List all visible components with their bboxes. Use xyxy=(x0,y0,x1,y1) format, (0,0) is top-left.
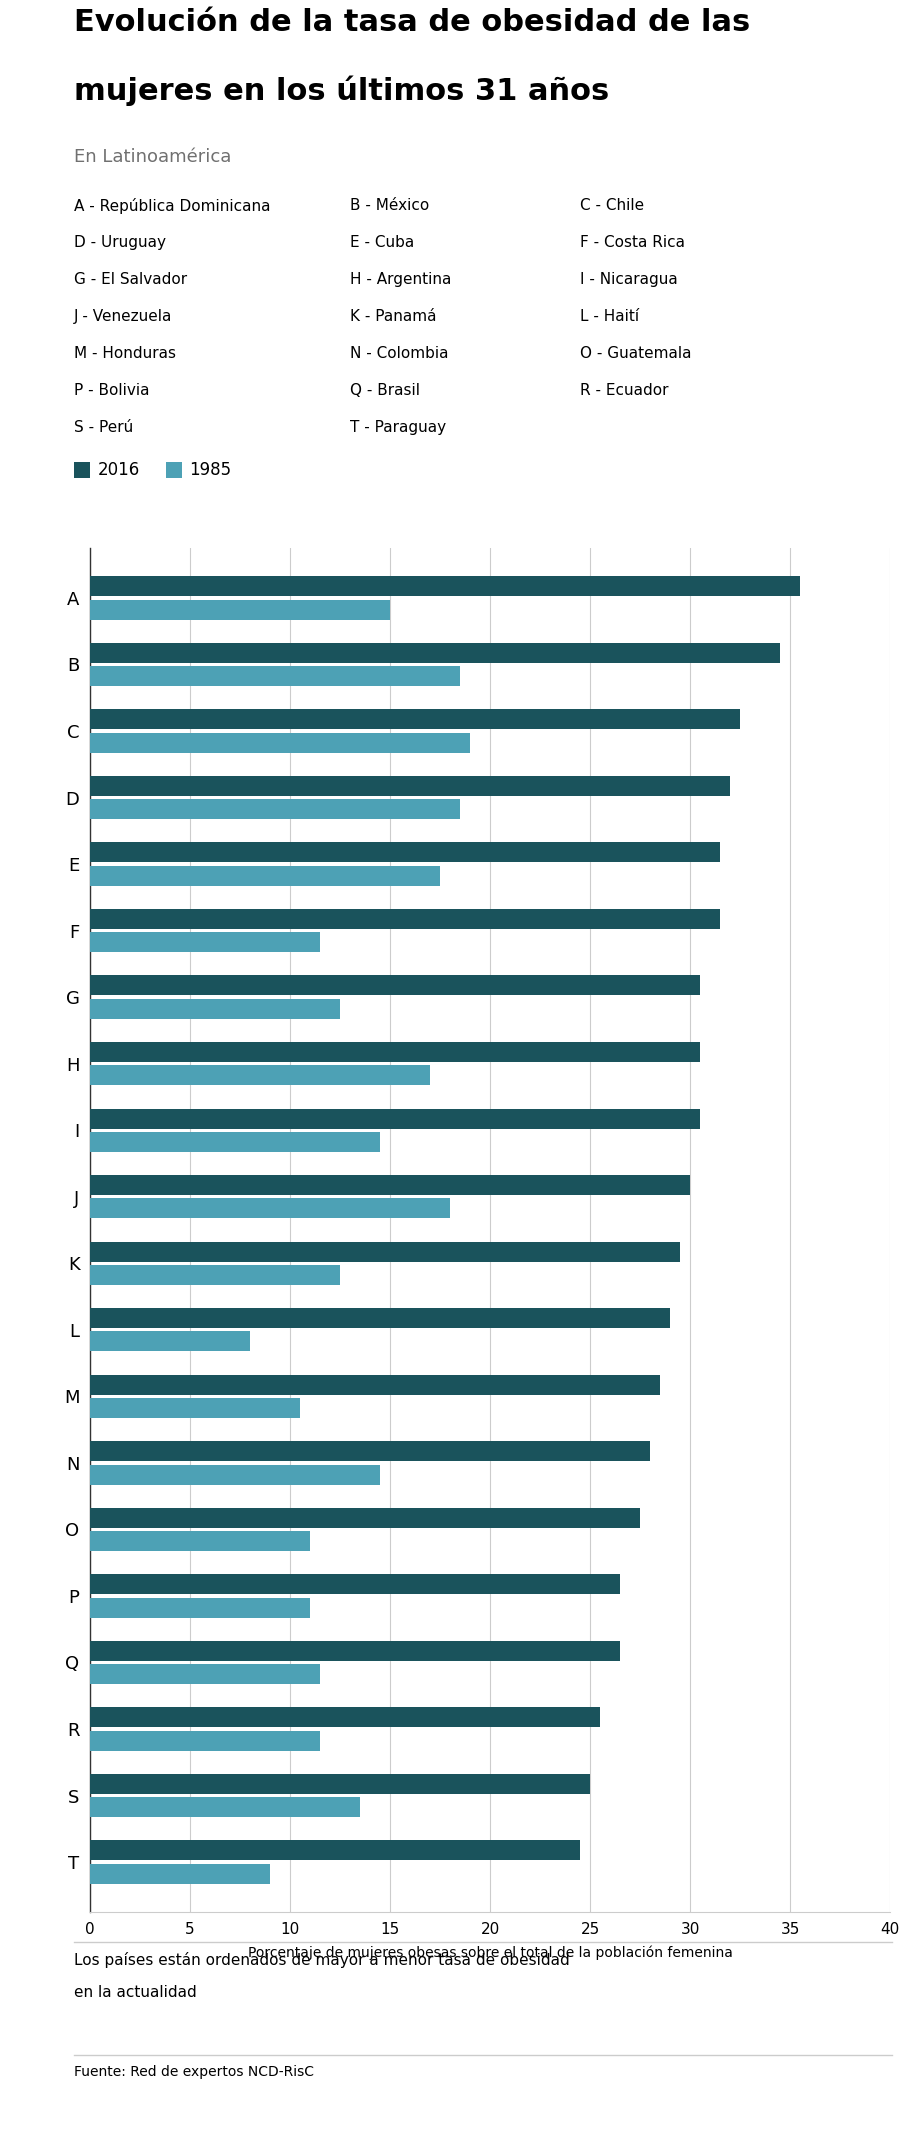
Bar xyxy=(90,1242,679,1262)
Bar xyxy=(90,932,320,953)
Bar xyxy=(90,1375,659,1394)
Text: En Latinoamérica: En Latinoamérica xyxy=(74,148,231,165)
Bar xyxy=(90,1131,380,1152)
Bar xyxy=(90,1532,310,1551)
Bar xyxy=(90,1110,699,1129)
Text: B - México: B - México xyxy=(349,197,428,212)
Text: K - Panamá: K - Panamá xyxy=(349,308,436,323)
Bar xyxy=(90,1065,429,1086)
Text: Evolución de la tasa de obesidad de las: Evolución de la tasa de obesidad de las xyxy=(74,9,749,36)
Text: G - El Salvador: G - El Salvador xyxy=(74,272,187,287)
Bar xyxy=(90,908,720,930)
Bar xyxy=(90,709,739,728)
Text: Los países están ordenados de mayor a menor tasa de obesidad: Los países están ordenados de mayor a me… xyxy=(74,1951,569,1968)
Text: 1985: 1985 xyxy=(189,461,232,480)
Text: en la actualidad: en la actualidad xyxy=(74,1986,196,2001)
Text: H - Argentina: H - Argentina xyxy=(349,272,450,287)
Bar xyxy=(90,1309,669,1328)
Text: Fuente: Red de expertos NCD-RisC: Fuente: Red de expertos NCD-RisC xyxy=(74,2065,313,2080)
Bar xyxy=(90,1731,320,1750)
Bar xyxy=(90,998,340,1020)
Bar xyxy=(90,600,390,619)
Bar xyxy=(90,1641,619,1660)
Bar xyxy=(90,1266,340,1285)
Bar xyxy=(90,1664,320,1684)
Bar xyxy=(90,1197,449,1219)
Bar xyxy=(90,1864,269,1883)
Text: C - Chile: C - Chile xyxy=(579,197,643,212)
Bar xyxy=(90,1508,640,1527)
Text: Q - Brasil: Q - Brasil xyxy=(349,383,419,398)
Bar xyxy=(90,1598,310,1617)
Bar xyxy=(90,865,439,885)
Text: F - Costa Rica: F - Costa Rica xyxy=(579,236,684,251)
Text: D - Uruguay: D - Uruguay xyxy=(74,236,165,251)
Bar xyxy=(90,975,699,996)
Bar xyxy=(90,775,729,797)
Bar xyxy=(90,1797,359,1816)
Bar xyxy=(90,1176,689,1195)
Bar xyxy=(90,1465,380,1484)
Text: A - República Dominicana: A - República Dominicana xyxy=(74,197,270,214)
Bar xyxy=(90,1774,589,1793)
Bar xyxy=(90,643,779,662)
Bar xyxy=(74,463,90,478)
Text: E - Cuba: E - Cuba xyxy=(349,236,414,251)
Text: mujeres en los últimos 31 años: mujeres en los últimos 31 años xyxy=(74,75,608,105)
Bar xyxy=(90,799,460,818)
Bar xyxy=(165,463,182,478)
Text: L - Haití: L - Haití xyxy=(579,308,638,323)
Bar xyxy=(90,1574,619,1594)
Bar xyxy=(90,666,460,685)
Text: O - Guatemala: O - Guatemala xyxy=(579,347,690,362)
Text: I - Nicaragua: I - Nicaragua xyxy=(579,272,676,287)
Text: M - Honduras: M - Honduras xyxy=(74,347,176,362)
Text: T - Paraguay: T - Paraguay xyxy=(349,420,445,435)
Bar xyxy=(90,1041,699,1062)
Bar xyxy=(90,842,720,863)
Text: BBC: BBC xyxy=(846,2080,881,2093)
Bar xyxy=(90,1707,599,1726)
Bar xyxy=(90,1332,250,1352)
Text: N - Colombia: N - Colombia xyxy=(349,347,448,362)
X-axis label: Porcentaje de mujeres obesas sobre el total de la población femenina: Porcentaje de mujeres obesas sobre el to… xyxy=(247,1945,732,1960)
Bar xyxy=(90,733,470,752)
Bar xyxy=(90,1840,579,1861)
Text: R - Ecuador: R - Ecuador xyxy=(579,383,667,398)
Text: J - Venezuela: J - Venezuela xyxy=(74,308,172,323)
Text: 2016: 2016 xyxy=(97,461,140,480)
Bar xyxy=(90,1399,300,1418)
Text: P - Bolivia: P - Bolivia xyxy=(74,383,149,398)
Text: S - Perú: S - Perú xyxy=(74,420,132,435)
Bar xyxy=(90,1442,650,1461)
Bar xyxy=(90,576,800,595)
